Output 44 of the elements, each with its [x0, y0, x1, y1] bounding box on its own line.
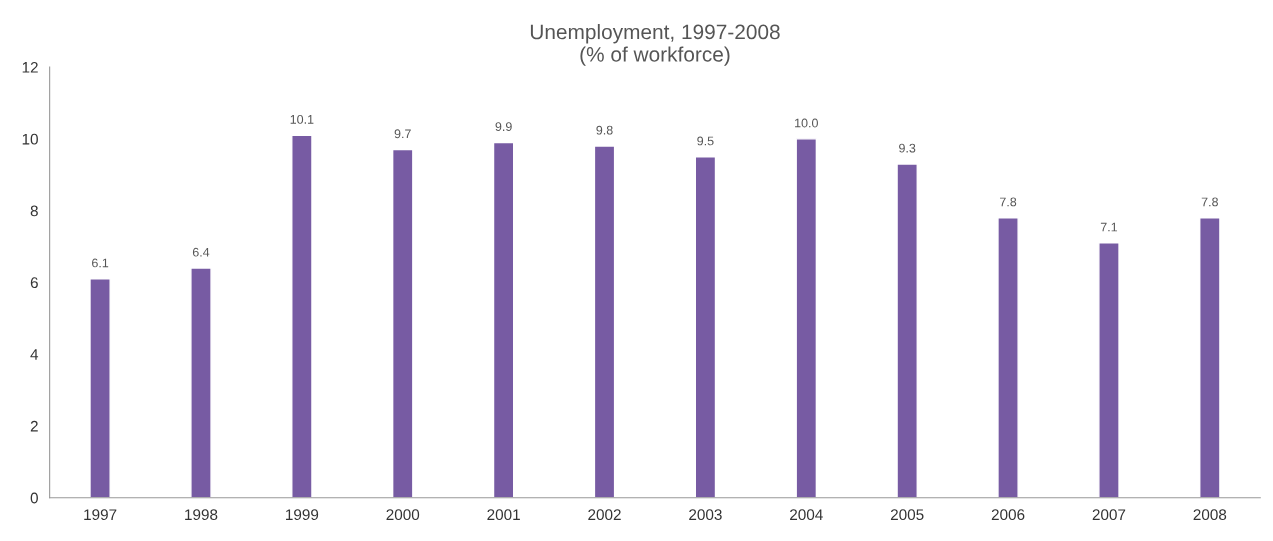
- data-label: 10.0: [795, 118, 818, 128]
- data-label: 6.1: [92, 258, 109, 268]
- bar: [492, 141, 515, 498]
- data-label: 7.8: [1000, 197, 1017, 207]
- chart-title: Unemployment, 1997-2008 (% of workforce): [530, 23, 780, 66]
- x-tick-label: 2000: [386, 509, 420, 521]
- bar: [593, 145, 616, 498]
- y-tick-label: 12: [22, 61, 38, 73]
- data-label: 9.9: [495, 122, 512, 131]
- data-label: 9.3: [899, 143, 916, 153]
- data-label: 10.1: [290, 114, 314, 124]
- x-tick-label: 1999: [286, 509, 319, 521]
- x-tick-label: 2005: [890, 509, 924, 521]
- bar: [795, 138, 818, 498]
- bar: [997, 217, 1019, 498]
- bar: [391, 148, 414, 498]
- data-label: 9.7: [394, 129, 411, 139]
- data-label: 9.5: [697, 136, 714, 146]
- y-tick-label: 8: [30, 205, 38, 217]
- x-tick-label: 1997: [84, 509, 117, 521]
- y-tick-label: 6: [30, 277, 38, 289]
- y-tick-label: 0: [30, 492, 38, 504]
- y-tick-label: 10: [22, 133, 38, 145]
- data-label: 7.8: [1201, 197, 1218, 207]
- x-tick-label: 2006: [991, 509, 1025, 521]
- bar: [896, 163, 918, 498]
- bar: [694, 156, 717, 498]
- bar: [1098, 242, 1120, 498]
- bar: [291, 134, 313, 498]
- bar: [1199, 217, 1221, 498]
- data-label: 9.8: [596, 125, 613, 135]
- x-tick-label: 2003: [689, 509, 722, 521]
- bar: [190, 267, 212, 498]
- x-tick-label: 2008: [1193, 509, 1227, 521]
- data-label: 6.4: [192, 247, 210, 257]
- x-tick-label: 1998: [185, 509, 218, 521]
- data-label: 7.1: [1100, 222, 1118, 232]
- y-tick-label: 2: [30, 420, 38, 432]
- x-tick-label: 2001: [487, 509, 520, 521]
- bar: [89, 278, 111, 498]
- x-tick-label: 2002: [588, 509, 621, 521]
- y-tick-label: 4: [30, 349, 39, 360]
- x-tick-label: 2004: [790, 509, 823, 521]
- x-tick-label: 2007: [1092, 509, 1126, 521]
